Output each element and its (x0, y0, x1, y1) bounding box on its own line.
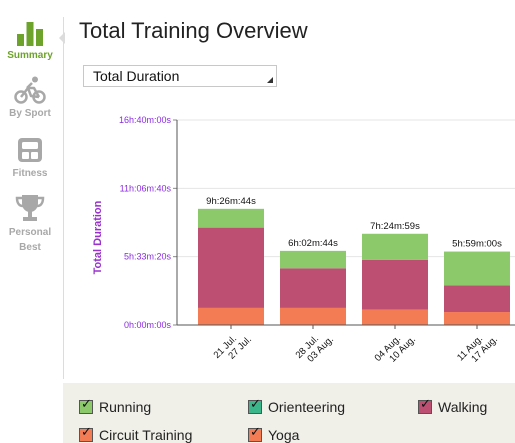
legend-label: Walking (438, 399, 488, 415)
y-tick-label: 16h:40m:00s (119, 115, 172, 125)
legend-item-running[interactable]: ✓ Running (79, 397, 152, 415)
metric-select[interactable]: Total Duration (83, 65, 277, 87)
x-tick-label: 11 Aug.17 Aug. (455, 326, 500, 371)
legend-checkbox-yoga[interactable]: ✓ (248, 425, 262, 442)
sidebar-item-label: Fitness (12, 168, 48, 179)
bar-circuit-training (362, 309, 428, 325)
bar-circuit-training (444, 312, 510, 325)
legend-checkbox-orienteering[interactable]: ✓ (248, 397, 262, 414)
sidebar-item-personal-best[interactable]: Personal Best (0, 193, 60, 255)
bar-walking (444, 285, 510, 313)
sidebar-item-label-line-1: Personal (8, 227, 52, 238)
chart-panel: 0h:00m:00s 5h:33m:20s 11h:06m:40s 16h:40m:0… (73, 98, 515, 380)
legend-checkbox-circuit-training[interactable]: ✓ (79, 425, 93, 442)
bar-total-label: 7h:24m:59s (370, 221, 420, 232)
bar-total-label: 6h:02m:44s (288, 238, 338, 249)
sidebar-item-by-sport[interactable]: By Sport (0, 76, 60, 121)
legend-checkbox-walking[interactable]: ✓ (418, 397, 432, 414)
sidebar-item-fitness[interactable]: Fitness (0, 136, 60, 181)
bar-total-label: 5h:59m:00s (452, 239, 502, 250)
sidebar-item-label: By Sport (9, 108, 51, 119)
bar-walking (198, 227, 264, 308)
x-tick-label: 28 Jul.03 Aug. (294, 326, 336, 368)
legend-item-yoga[interactable]: ✓ Yoga (248, 425, 300, 443)
sidebar-item-summary[interactable]: Summary (0, 18, 60, 63)
legend-checkbox-running[interactable]: ✓ (79, 397, 93, 414)
legend-item-walking[interactable]: ✓ Walking (418, 397, 488, 415)
metric-select-value: Total Duration (93, 68, 180, 84)
scale-icon (18, 138, 42, 162)
bar-circuit-training (198, 307, 264, 325)
bar-walking (280, 268, 346, 308)
y-tick-label: 0h:00m:00s (124, 320, 172, 330)
chevron-down-icon (267, 77, 273, 83)
sidebar-divider (63, 17, 64, 379)
active-nav-pointer (59, 32, 65, 44)
bar-running (362, 233, 428, 260)
bar-circuit-training (280, 307, 346, 325)
bar-running (280, 250, 346, 269)
bar-total-label: 9h:26m:44s (206, 196, 256, 207)
check-icon: ✓ (81, 397, 92, 412)
duration-chart: 0h:00m:00s 5h:33m:20s 11h:06m:40s 16h:40m:0… (92, 115, 515, 371)
sidebar-item-label: Summary (7, 50, 53, 61)
legend: ✓ Running ✓ Orienteering ✓ Walking ✓ Circuit… (63, 383, 515, 443)
trophy-icon (15, 195, 45, 221)
legend-label: Running (99, 399, 152, 415)
bar-chart-icon (17, 22, 43, 46)
legend-label: Circuit Training (99, 427, 193, 443)
check-icon: ✓ (420, 397, 431, 412)
check-icon: ✓ (250, 397, 261, 412)
sidebar-item-label-line-2: Best (19, 242, 41, 253)
sidebar: Summary By Sport Fitness Personal Best (0, 0, 60, 443)
legend-label: Yoga (268, 427, 300, 443)
page-title: Total Training Overview (79, 18, 308, 43)
cyclist-icon (14, 76, 46, 104)
y-axis-label: Total Duration (92, 200, 104, 274)
legend-label: Orienteering (268, 399, 346, 415)
bar-running (198, 208, 264, 228)
legend-item-circuit-training[interactable]: ✓ Circuit Training (79, 425, 193, 443)
x-tick-label: 21 Jul.27 Jul. (212, 326, 254, 368)
check-icon: ✓ (81, 425, 92, 440)
check-icon: ✓ (250, 425, 261, 440)
x-tick-label: 04 Aug.10 Aug. (373, 326, 418, 371)
y-tick-label: 11h:06m:40s (120, 183, 172, 193)
bar-running (444, 251, 510, 286)
y-tick-label: 5h:33m:20s (124, 252, 172, 262)
legend-item-orienteering[interactable]: ✓ Orienteering (248, 397, 346, 415)
bar-walking (362, 259, 428, 310)
